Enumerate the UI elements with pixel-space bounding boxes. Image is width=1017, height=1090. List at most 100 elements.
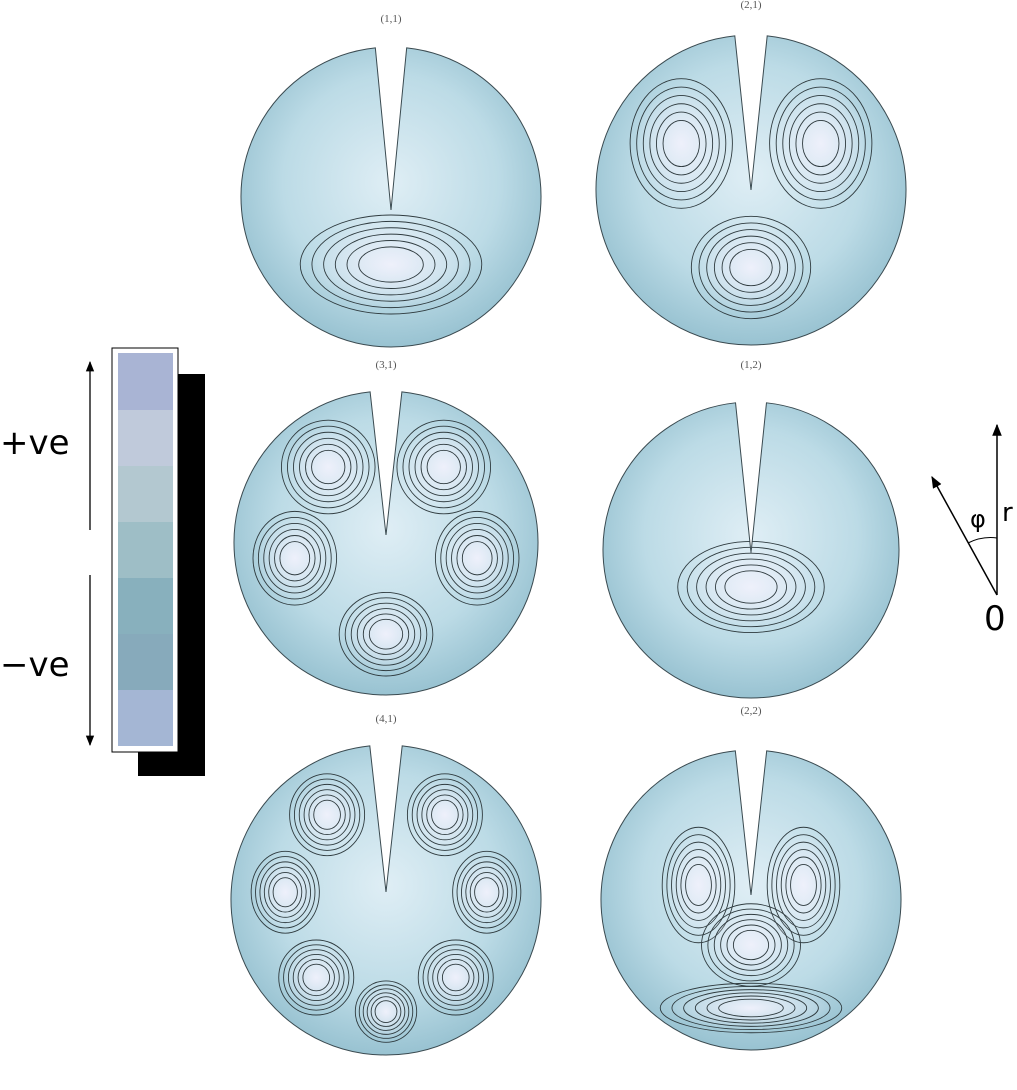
- contour-line: [465, 866, 509, 918]
- contour-line: [451, 529, 504, 588]
- color-legend: +ve −ve: [0, 347, 205, 776]
- lobe-highlight: [665, 832, 732, 938]
- contour-line: [299, 437, 358, 497]
- contour-line: [344, 597, 428, 672]
- contour-line: [358, 246, 424, 283]
- contour-line: [706, 229, 796, 306]
- contour-line: [662, 119, 700, 168]
- contour-line: [402, 425, 485, 509]
- lobe-highlight: [282, 943, 351, 1012]
- swatch: [118, 634, 173, 690]
- angle-arc: [967, 537, 998, 544]
- contour-line: [666, 834, 731, 936]
- contour-line: [274, 535, 316, 582]
- lobe-highlight: [770, 832, 837, 938]
- lobe-highlight: [668, 985, 834, 1031]
- contour-line: [445, 522, 509, 594]
- contours: [250, 773, 522, 1043]
- contour-line: [302, 963, 331, 992]
- swatch: [118, 353, 173, 410]
- mode-panel: (1,1): [240, 13, 542, 348]
- panel-label: (3,1): [375, 359, 396, 371]
- contour-line: [259, 861, 312, 924]
- contour-line: [437, 958, 475, 997]
- contour-line: [362, 613, 410, 655]
- contour-line: [354, 980, 418, 1043]
- angle-arrow: [931, 475, 998, 596]
- lobe-highlight: [410, 777, 479, 852]
- contour-line: [649, 103, 714, 184]
- contours: [299, 214, 483, 315]
- lobe-highlight: [439, 515, 516, 601]
- contour-line: [420, 443, 467, 491]
- contour-line: [690, 215, 812, 320]
- contour-line: [350, 602, 422, 666]
- contour-line: [255, 856, 316, 929]
- disc-surface: [602, 402, 900, 699]
- contour-line: [661, 826, 736, 944]
- contour-line: [685, 863, 712, 907]
- contour-line: [707, 908, 795, 982]
- contour-line: [268, 871, 303, 913]
- contour-line: [460, 861, 513, 924]
- angle-label: φ: [970, 505, 986, 533]
- contour-line: [293, 778, 361, 851]
- contour-line: [680, 856, 717, 914]
- contour-line: [713, 235, 789, 300]
- contour-line: [287, 949, 345, 1006]
- contour-line: [289, 773, 366, 857]
- contour-line: [656, 111, 707, 176]
- lobe-highlight: [421, 943, 490, 1012]
- contour-line: [311, 220, 471, 309]
- contour-line: [299, 214, 483, 315]
- contour-line: [766, 826, 841, 944]
- contour-line: [456, 856, 517, 929]
- contour-line: [370, 996, 402, 1027]
- contour-line: [732, 929, 770, 961]
- contour-line: [366, 992, 406, 1031]
- contour-line: [422, 944, 489, 1011]
- contour-line: [629, 78, 733, 209]
- contour-line: [469, 871, 504, 913]
- lobe-highlight: [308, 219, 474, 310]
- contour-line: [780, 849, 827, 921]
- contour-line: [440, 516, 515, 600]
- contour-line: [802, 119, 840, 168]
- contour-line: [303, 789, 351, 841]
- contour-line: [636, 86, 727, 201]
- contour-line: [698, 222, 804, 313]
- contour-line: [790, 863, 817, 907]
- contour-line: [432, 954, 480, 1001]
- swatch: [118, 690, 173, 746]
- lobe-highlight: [455, 855, 518, 930]
- contour-line: [720, 919, 782, 971]
- contour-line: [338, 591, 434, 677]
- contour-line: [456, 535, 498, 582]
- contour-line: [683, 989, 819, 1027]
- contours: [629, 78, 873, 320]
- mode-panel: (1,2): [602, 359, 900, 699]
- contour-line: [474, 877, 500, 908]
- contour-line: [417, 939, 494, 1016]
- negative-label: −ve: [0, 645, 70, 685]
- contour-line: [713, 913, 789, 977]
- lobe-highlight: [256, 515, 333, 601]
- swatch: [118, 410, 173, 466]
- mode-panels: (1,1) (2,1) (3,1) (1,2) (4,1) (2,2): [230, 0, 907, 1056]
- panel-label: (1,2): [740, 359, 761, 371]
- contour-line: [287, 425, 370, 509]
- contour-line: [416, 783, 474, 846]
- contour-line: [313, 799, 341, 830]
- contour-line: [452, 850, 522, 934]
- contour-line: [406, 773, 483, 857]
- contour-line: [263, 866, 307, 918]
- positive-label: +ve: [0, 423, 70, 463]
- contour-line: [396, 419, 492, 515]
- contour-line: [311, 449, 346, 485]
- contour-line: [675, 849, 722, 921]
- contour-line: [788, 103, 853, 184]
- contour-line: [283, 944, 350, 1011]
- contour-line: [434, 510, 520, 606]
- contour-line: [705, 558, 797, 616]
